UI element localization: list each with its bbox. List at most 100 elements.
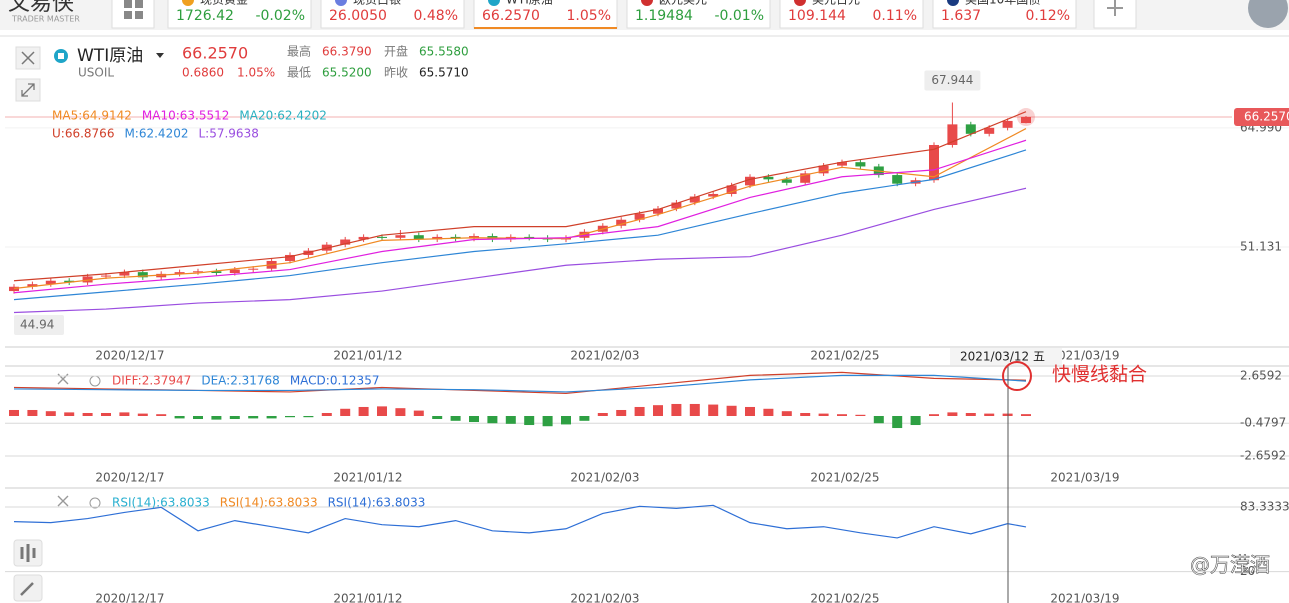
menu-icon — [124, 11, 132, 19]
candle-body — [524, 236, 535, 238]
ticker[interactable] — [473, 0, 618, 29]
macd-bar — [377, 406, 387, 416]
candle-body — [174, 272, 185, 274]
close-icon[interactable] — [57, 373, 69, 507]
macd-bar — [285, 416, 295, 418]
collapse-icon — [21, 83, 35, 97]
ticker-change: 1.05% — [567, 8, 611, 24]
x-tick-label: 2021/03/19 — [1050, 471, 1119, 485]
ticker-price: 109.144 — [788, 8, 846, 24]
tool-icon — [20, 544, 36, 562]
watermark: @万滢酒 — [1190, 553, 1270, 577]
candle-body — [248, 268, 259, 270]
add-icon — [1107, 0, 1123, 16]
candle-body — [395, 235, 406, 238]
macd-bar — [413, 410, 424, 416]
avatar[interactable] — [1248, 0, 1288, 28]
menu-icon — [124, 0, 132, 8]
annotation-circle — [1002, 361, 1032, 391]
ticker[interactable] — [167, 0, 312, 29]
candle-body — [1021, 117, 1031, 124]
ticker-name: 美元日元 — [812, 0, 860, 7]
candle-body — [837, 162, 847, 166]
symbol-icon-inner — [58, 53, 64, 59]
macd-bar — [64, 412, 75, 416]
candle-body — [1002, 120, 1013, 128]
stat-label: 最高 — [287, 44, 311, 59]
candle-body — [432, 236, 443, 240]
x-tick-label: 2021/03/19 — [1050, 349, 1119, 363]
macd-bar — [469, 416, 479, 423]
x-tick-label: 2021/01/12 — [333, 349, 402, 363]
macd-bar — [929, 414, 939, 416]
stat-label: 昨收 — [384, 66, 408, 80]
macd-bar — [634, 406, 645, 416]
macd-bar — [579, 416, 590, 421]
candle-body — [82, 276, 93, 283]
indicator-line — [13, 139, 1027, 294]
macd-bar — [965, 412, 976, 416]
macd-bar — [211, 416, 222, 420]
macd-bar — [101, 412, 111, 416]
ticker[interactable] — [626, 0, 771, 29]
candle-body — [745, 176, 755, 186]
ticker[interactable] — [779, 0, 924, 29]
stat-value: 65.5580 — [419, 45, 469, 59]
max-tag — [924, 70, 981, 91]
ticker[interactable] — [320, 0, 465, 29]
macd-bar — [892, 416, 903, 429]
candle-body — [818, 165, 829, 174]
min-tag — [14, 315, 64, 335]
change: 0.6860 — [182, 66, 224, 80]
x-tick-label: 2021/01/12 — [333, 471, 402, 485]
symbol-name: WTI原油 — [77, 46, 143, 66]
ticker[interactable] — [932, 0, 1077, 29]
dropdown-arrow[interactable] — [156, 53, 164, 58]
x-tick-label: 2021/01/12 — [333, 592, 402, 603]
y-tick-label: -0.4797 — [1240, 416, 1286, 430]
menu-button[interactable] — [111, 0, 155, 29]
candle-body — [726, 185, 737, 194]
y-tick-label: 51.131 — [1240, 239, 1282, 253]
macd-bar — [119, 412, 130, 416]
macd-bar — [726, 405, 737, 416]
candle-body — [616, 219, 627, 226]
ticker-price: 1726.42 — [176, 8, 234, 24]
close-icon — [21, 51, 35, 65]
candle-body — [285, 254, 295, 261]
ticker-price: 1.637 — [941, 8, 981, 24]
macd-bar — [855, 414, 866, 416]
candle-body — [947, 124, 958, 145]
candle-body — [211, 271, 222, 274]
legend-entry: RSI(14):63.8033 — [112, 496, 210, 510]
annotation: 快慢线黏合 — [1052, 364, 1147, 386]
y-tick-label: 20 — [1240, 564, 1255, 578]
macd-bar — [524, 416, 535, 426]
ticker-icon — [488, 0, 500, 6]
candle-body — [101, 275, 111, 277]
legend-entry: RSI(14):63.8033 — [328, 496, 426, 510]
candle-body — [892, 175, 903, 184]
macd-bar — [9, 409, 19, 416]
x-tick-label: 2021/02/03 — [570, 471, 639, 485]
settings-icon[interactable] — [89, 497, 101, 509]
ticker-name: 现货白银 — [353, 0, 401, 7]
ticker-icon — [641, 0, 653, 6]
candle-body — [358, 236, 369, 240]
x-tick-label: 2020/12/17 — [95, 349, 164, 363]
ticker-name: WTI原油 — [506, 0, 553, 7]
ticker-change: 0.11% — [873, 8, 917, 24]
settings-icon[interactable] — [89, 375, 101, 387]
macd-bar — [27, 409, 38, 416]
macd-bar — [266, 416, 277, 419]
y-tick-label: 83.3333 — [1240, 500, 1289, 514]
candle-body — [229, 269, 240, 274]
x-tick-label: 2021/03/19 — [1050, 592, 1119, 603]
indicator-line — [13, 187, 1027, 314]
macd-bar — [984, 413, 995, 416]
macd-bar — [781, 411, 792, 416]
candle-body — [781, 179, 792, 183]
indicator-line — [13, 504, 1027, 539]
legend-entry: MACD:0.12357 — [290, 374, 380, 388]
